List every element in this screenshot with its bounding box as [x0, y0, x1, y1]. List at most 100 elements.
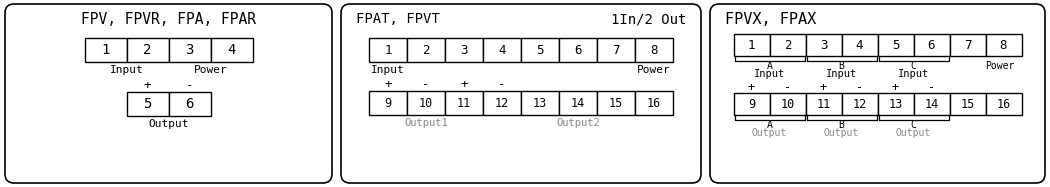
Text: 6: 6	[185, 97, 193, 111]
Text: 1: 1	[384, 44, 392, 56]
Text: FPV, FPVR, FPA, FPAR: FPV, FPVR, FPA, FPAR	[81, 11, 256, 27]
Text: 13: 13	[888, 97, 903, 111]
Text: Output: Output	[896, 128, 931, 138]
Bar	[597, 91, 635, 115]
Text: FPAT, FPVT: FPAT, FPVT	[356, 12, 440, 26]
Text: 6: 6	[574, 44, 582, 56]
Text: +: +	[460, 78, 467, 91]
Text: Output2: Output2	[556, 118, 600, 128]
Text: C: C	[910, 120, 917, 130]
Bar	[635, 38, 673, 62]
Text: Power: Power	[193, 65, 228, 75]
Bar	[84, 38, 126, 62]
Bar	[168, 38, 210, 62]
Text: 14: 14	[924, 97, 939, 111]
Text: -: -	[422, 78, 429, 91]
Bar	[734, 34, 770, 56]
Bar	[841, 93, 878, 115]
Text: 8: 8	[1000, 39, 1007, 51]
Text: 4: 4	[856, 39, 863, 51]
Bar	[168, 92, 210, 116]
Text: 2: 2	[783, 39, 792, 51]
Text: 15: 15	[961, 97, 974, 111]
Text: 1In/2 Out: 1In/2 Out	[611, 12, 686, 26]
Text: +: +	[891, 81, 899, 94]
Bar	[770, 93, 805, 115]
Text: 5: 5	[891, 39, 899, 51]
Text: 6: 6	[928, 39, 936, 51]
Bar	[597, 38, 635, 62]
Text: B: B	[839, 61, 844, 71]
Bar	[521, 38, 559, 62]
Text: 12: 12	[853, 97, 866, 111]
Text: 1: 1	[748, 39, 755, 51]
Text: -: -	[856, 81, 863, 94]
Text: 8: 8	[650, 44, 657, 56]
Text: +: +	[384, 78, 392, 91]
Text: 2: 2	[143, 43, 151, 57]
Text: +: +	[820, 81, 827, 94]
Text: 15: 15	[609, 96, 623, 110]
Text: B: B	[839, 120, 844, 130]
Text: 1: 1	[101, 43, 109, 57]
Bar	[445, 91, 483, 115]
Bar	[986, 34, 1022, 56]
Bar	[369, 38, 407, 62]
Text: FPVX, FPAX: FPVX, FPAX	[724, 11, 816, 27]
Text: -: -	[784, 81, 791, 94]
Bar	[770, 34, 805, 56]
Text: Input: Input	[826, 69, 857, 79]
Bar	[841, 34, 878, 56]
Text: Output: Output	[752, 128, 788, 138]
Bar	[407, 91, 445, 115]
Text: 10: 10	[780, 97, 795, 111]
Bar	[126, 38, 168, 62]
Text: 4: 4	[227, 43, 235, 57]
FancyBboxPatch shape	[710, 4, 1045, 183]
Text: 11: 11	[817, 97, 831, 111]
Text: 16: 16	[647, 96, 662, 110]
Text: +: +	[144, 79, 151, 92]
Text: Power: Power	[637, 65, 671, 75]
Text: 7: 7	[964, 39, 971, 51]
Text: Output1: Output1	[404, 118, 448, 128]
Text: A: A	[766, 120, 773, 130]
Bar	[210, 38, 252, 62]
Text: Output: Output	[148, 119, 189, 129]
Bar	[126, 92, 168, 116]
Bar	[914, 93, 949, 115]
Bar	[483, 91, 521, 115]
Bar	[805, 34, 841, 56]
Text: -: -	[499, 78, 506, 91]
Text: 9: 9	[748, 97, 755, 111]
Text: 3: 3	[460, 44, 467, 56]
Bar	[635, 91, 673, 115]
Bar	[369, 91, 407, 115]
Text: -: -	[928, 81, 936, 94]
Bar	[483, 38, 521, 62]
Text: 4: 4	[499, 44, 506, 56]
Text: 12: 12	[495, 96, 509, 110]
Bar	[559, 91, 597, 115]
Bar	[878, 34, 914, 56]
Bar	[878, 93, 914, 115]
Bar	[407, 38, 445, 62]
Text: Power: Power	[986, 61, 1015, 71]
Text: 2: 2	[422, 44, 429, 56]
Text: 11: 11	[457, 96, 471, 110]
Bar	[521, 91, 559, 115]
Text: 7: 7	[612, 44, 620, 56]
Bar	[949, 93, 986, 115]
Text: -: -	[186, 79, 193, 92]
Text: C: C	[910, 61, 917, 71]
Text: 13: 13	[532, 96, 547, 110]
Text: 3: 3	[185, 43, 193, 57]
Text: Input: Input	[898, 69, 929, 79]
Bar	[949, 34, 986, 56]
FancyBboxPatch shape	[5, 4, 332, 183]
Text: Input: Input	[371, 65, 405, 75]
Bar	[445, 38, 483, 62]
Text: 3: 3	[820, 39, 827, 51]
Text: 5: 5	[143, 97, 151, 111]
Text: Input: Input	[109, 65, 144, 75]
